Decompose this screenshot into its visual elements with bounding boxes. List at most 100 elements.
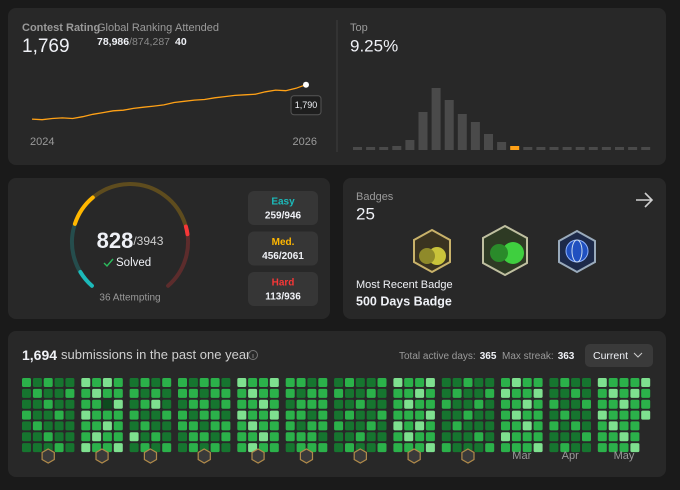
histogram-bar [392, 146, 402, 150]
heatmap-cell [571, 421, 581, 431]
heatmap-cell [597, 388, 607, 398]
badges-count: 25 [356, 204, 375, 223]
heatmap-cell [259, 399, 268, 409]
heatmap-cell [129, 421, 139, 431]
heatmap-cell [334, 378, 344, 387]
ranking-label: Global Ranking [97, 22, 172, 34]
histogram-bar [523, 147, 533, 150]
heatmap-cell [522, 410, 532, 420]
heatmap-cell [619, 432, 629, 442]
heatmap-cell [307, 399, 317, 409]
heatmap-cell [452, 421, 462, 431]
heatmap-cell [630, 421, 640, 431]
heatmap-cell [425, 378, 435, 387]
heatmap-cell [285, 378, 295, 387]
tooltip: 1,790 [295, 100, 318, 110]
heatmap-cell [549, 421, 559, 431]
heatmap-cell [571, 399, 581, 409]
histogram-bar [379, 147, 389, 150]
heatmap-cell [178, 388, 187, 398]
heatmap-cell [65, 432, 75, 442]
heatmap-cell [221, 378, 231, 387]
heatmap-cell [334, 443, 344, 453]
heatmap-cell [485, 388, 495, 398]
heatmap-cell [334, 421, 344, 431]
histogram-bar [457, 114, 467, 150]
heatmap-cell [355, 388, 365, 398]
heatmap-cell [178, 443, 187, 453]
heatmap-cell [452, 443, 462, 453]
heatmap-cell [65, 421, 75, 431]
solved-count: 828/3943 [97, 228, 164, 253]
dropdown-chevron[interactable] [633, 352, 643, 358]
active-days: Total active days: 365 [399, 351, 497, 362]
heatmap-cell [619, 378, 629, 387]
gauge-solved [72, 195, 95, 226]
heatmap-cell [113, 399, 123, 409]
heatmap-cell [474, 399, 484, 409]
heatmap-cell [571, 378, 581, 387]
heatmap-cell [54, 399, 64, 409]
heatmap-cell [511, 378, 521, 387]
heatmap-cell [162, 443, 172, 453]
difficulty-name: Hard [272, 278, 295, 289]
heatmap-cell [404, 443, 414, 453]
heatmap-cell [474, 410, 484, 420]
heatmap-cell [285, 432, 295, 442]
arrow-icon[interactable] [636, 192, 654, 208]
difficulty-value: 456/2061 [262, 251, 304, 262]
heatmap-cell [43, 421, 53, 431]
heatmap-cell [485, 443, 495, 453]
heatmap-cell [533, 388, 543, 398]
heatmap-cell [560, 388, 570, 398]
heatmap-cell [608, 388, 618, 398]
badge-icon[interactable] [482, 224, 528, 277]
heatmap-cell [237, 378, 247, 387]
heatmap-cell [285, 388, 295, 398]
recent-badge-label: Most Recent Badge [356, 279, 453, 291]
heatmap-cell [248, 443, 258, 453]
heatmap-cell [318, 443, 328, 453]
badge-icon[interactable] [558, 229, 596, 274]
heatmap-cell [32, 410, 42, 420]
heatmap-cell [366, 399, 376, 409]
badges-label: Badges [356, 191, 394, 203]
heatmap-cell [608, 443, 618, 453]
heatmap-cell [210, 399, 220, 409]
heatmap-cell [630, 443, 640, 453]
heatmap-cell [533, 443, 543, 453]
dropdown-label[interactable]: Current [593, 350, 628, 362]
histogram-bar [431, 88, 441, 150]
heatmap-cell [285, 421, 295, 431]
month-label: Apr [562, 450, 579, 462]
heatmap-cell [522, 421, 532, 431]
heatmap-cell [404, 399, 414, 409]
heatmap-cell [151, 432, 161, 442]
badge-icon[interactable] [413, 228, 451, 274]
dropdown[interactable] [585, 344, 653, 367]
heatmap-cell [151, 421, 161, 431]
attempting: 36 Attempting [99, 293, 160, 304]
heatmap-cell [237, 399, 247, 409]
heatmap-cell [92, 410, 102, 420]
heatmap-cell [441, 421, 451, 431]
info-icon[interactable] [248, 350, 258, 360]
heatmap-cell [248, 432, 258, 442]
heatmap-cell [237, 388, 247, 398]
heatmap-cell [582, 421, 591, 431]
solved-total: /3943 [133, 234, 163, 248]
heatmap-cell [140, 399, 150, 409]
heatmap-cell [393, 443, 403, 453]
heatmap-cell [318, 410, 328, 420]
heatmap-cell [522, 388, 532, 398]
heatmap-cell [608, 410, 618, 420]
heatmap-cell [597, 421, 607, 431]
heatmap-cell [54, 421, 64, 431]
heatmap-cell [199, 410, 209, 420]
histogram-bar [575, 147, 585, 150]
heatmap-cell [501, 378, 510, 387]
heatmap-cell [345, 388, 354, 398]
heatmap-cell [237, 421, 247, 431]
heatmap-cell [318, 421, 328, 431]
